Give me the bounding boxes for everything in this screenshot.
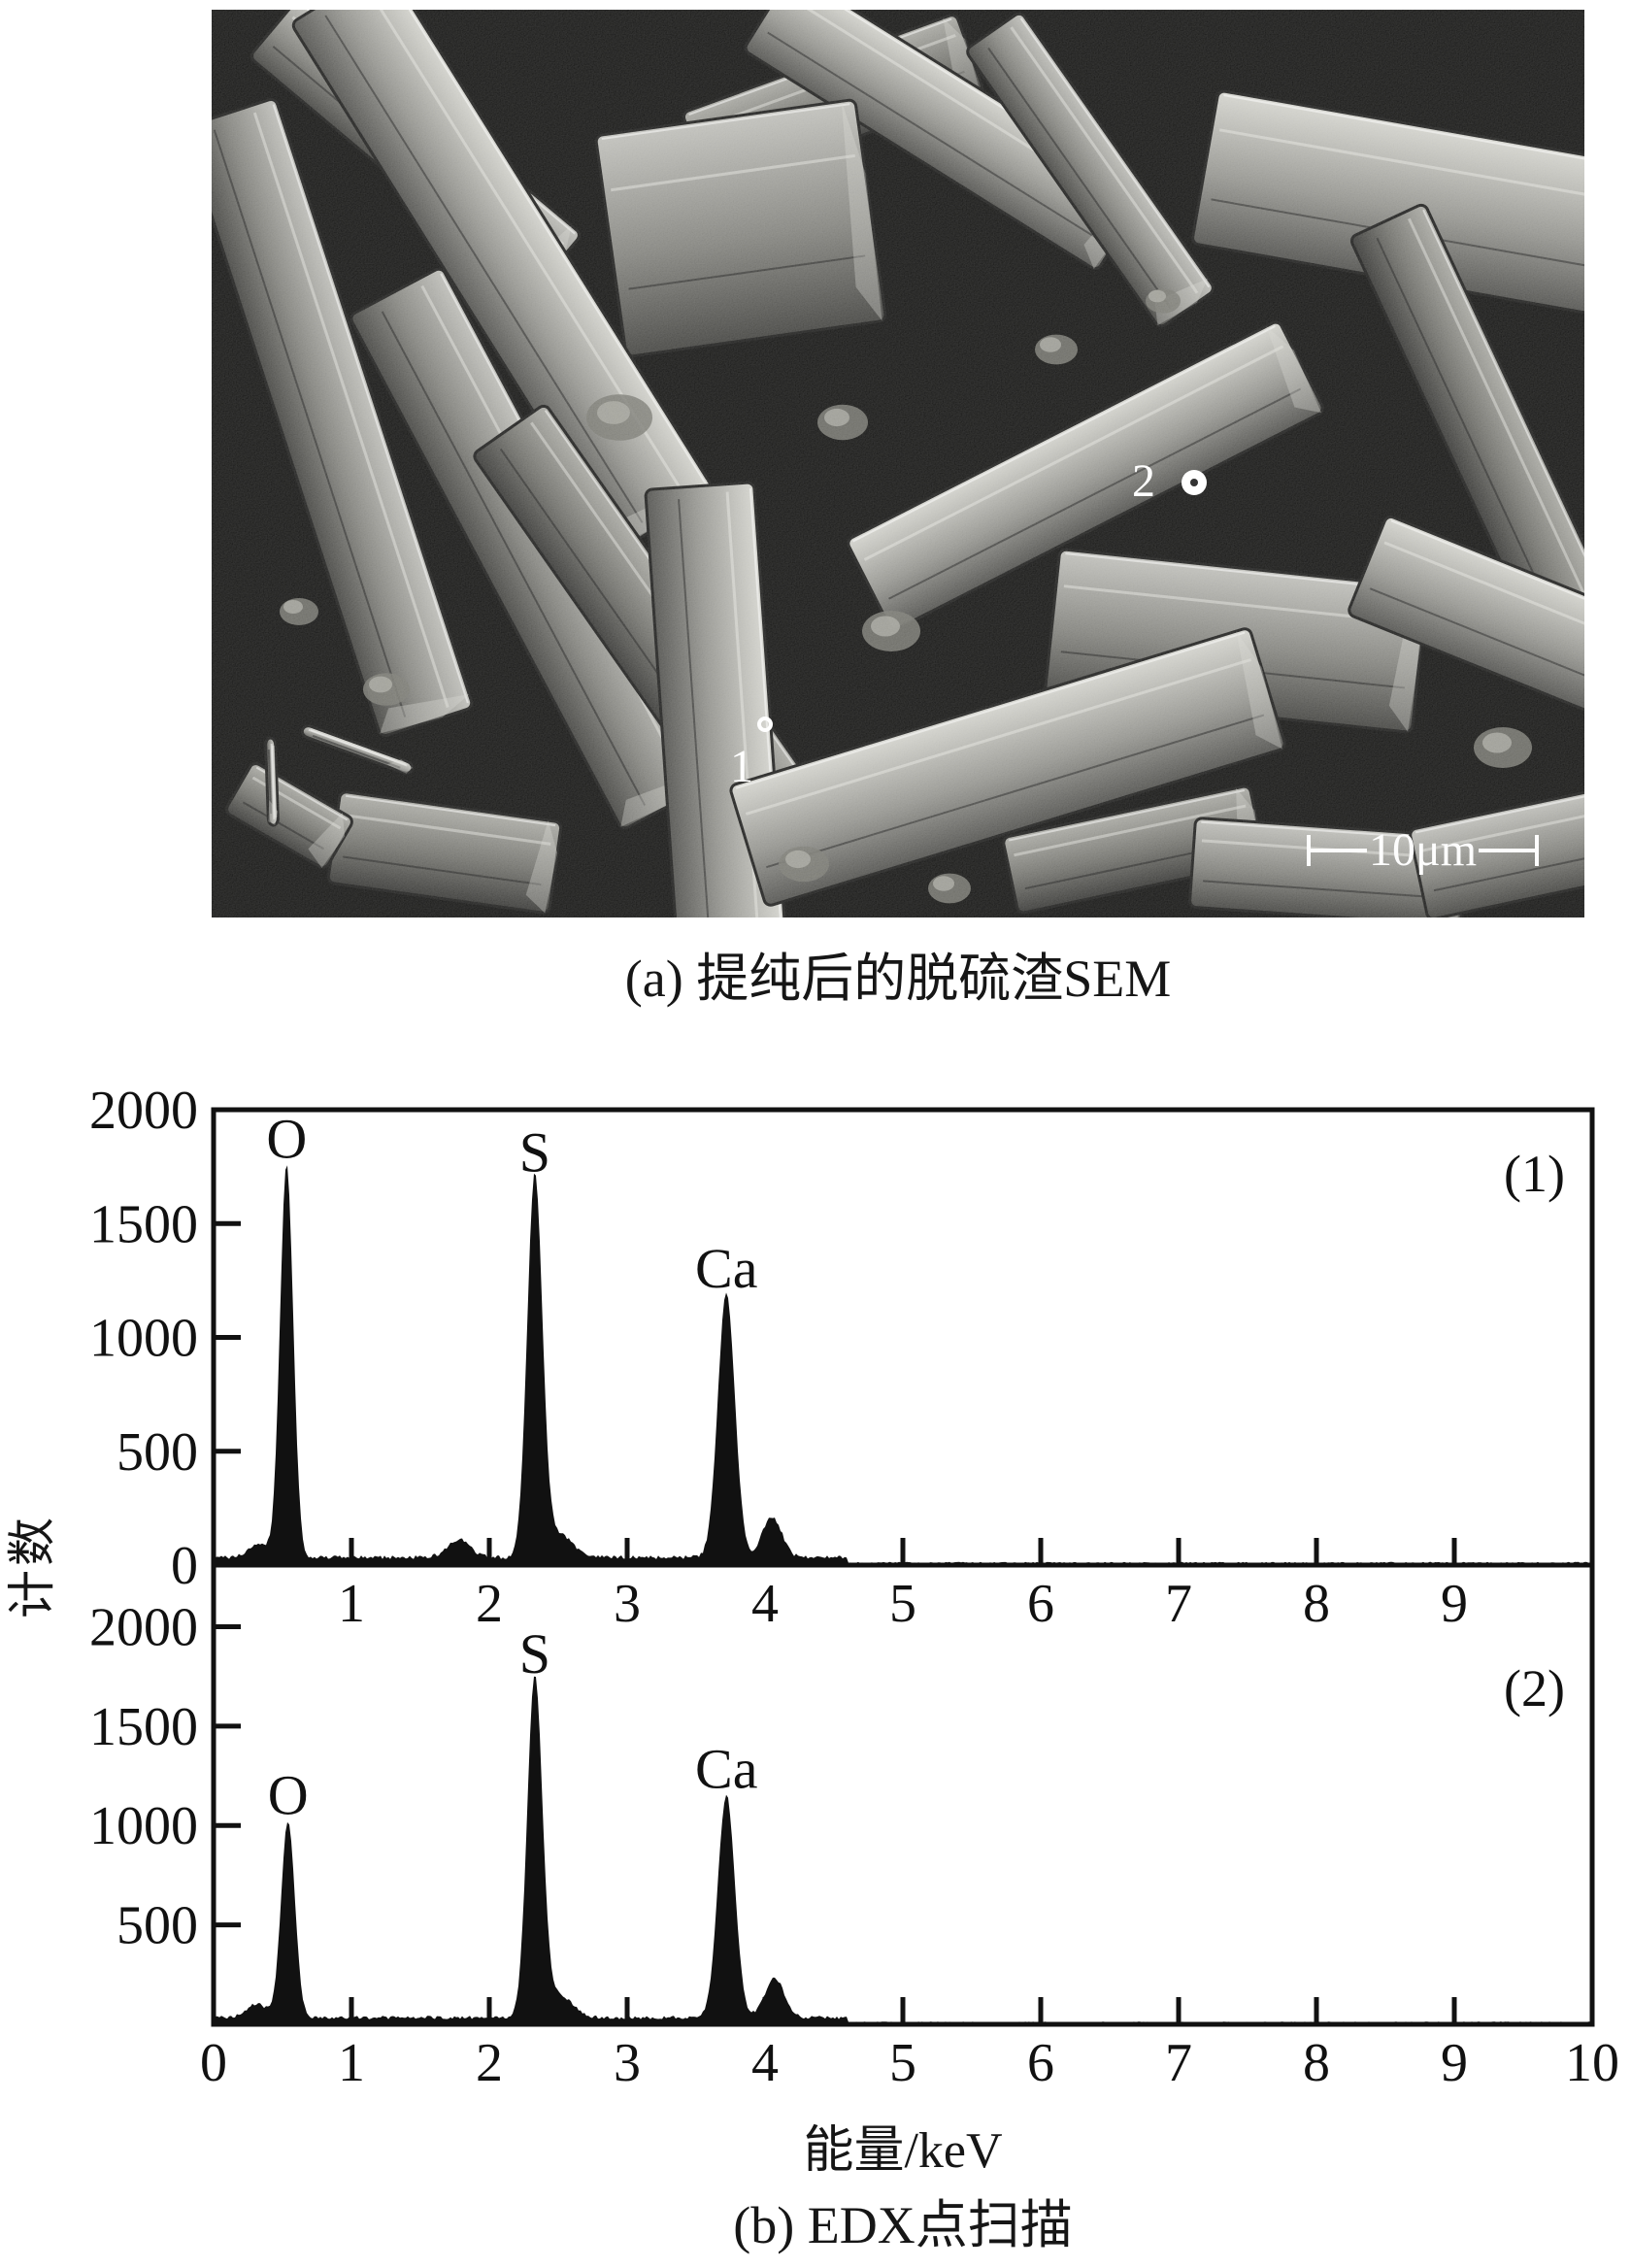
scale-bar-left-cap xyxy=(1307,835,1311,866)
peak-label-S: S xyxy=(519,1120,550,1184)
y-tick-label: 1000 xyxy=(89,1796,198,1856)
y-tick-label: 500 xyxy=(116,1422,198,1483)
x-tick-label: 3 xyxy=(614,1574,641,1634)
sem-point-2-dot xyxy=(1182,470,1207,495)
x-tick-label: 3 xyxy=(614,2033,641,2093)
sem-crystals-illustration xyxy=(212,10,1584,917)
x-tick-label: 8 xyxy=(1303,2033,1330,2093)
peak-label-Ca: Ca xyxy=(695,1237,757,1300)
x-tick-label: 8 xyxy=(1303,1574,1330,1634)
scale-bar-label: 10μm xyxy=(1369,824,1478,876)
x-tick-label: 10 xyxy=(1565,2033,1619,2093)
peak-label-S: S xyxy=(519,1622,550,1685)
y-tick-label: 500 xyxy=(116,1896,198,1956)
y-tick-label: 1500 xyxy=(89,1194,198,1254)
x-tick-label: 2 xyxy=(476,1574,503,1634)
y-tick-label: 0 xyxy=(171,1536,198,1596)
y-tick-label: 1000 xyxy=(89,1309,198,1369)
peak-label-O: O xyxy=(268,1763,309,1826)
scale-bar: 10μm xyxy=(1307,824,1540,876)
panel-label: (2) xyxy=(1504,1659,1565,1718)
x-tick-label: 9 xyxy=(1441,1574,1468,1634)
x-tick-label: 0 xyxy=(200,2033,227,2093)
caption-b: (b) EDX点扫描 xyxy=(733,2196,1073,2254)
y-tick-label: 2000 xyxy=(89,1081,198,1141)
x-tick-label: 5 xyxy=(889,2033,916,2093)
panel-box-1 xyxy=(211,1107,1595,1568)
spectrum-1 xyxy=(214,1165,1592,1565)
scale-bar-left-line xyxy=(1311,849,1367,852)
x-axis-label: 能量/keV xyxy=(803,2123,1003,2179)
x-tick-label: 6 xyxy=(1027,1574,1054,1634)
peak-label-Ca: Ca xyxy=(695,1738,757,1801)
x-tick-label: 4 xyxy=(751,1574,779,1634)
x-tick-label: 2 xyxy=(476,2033,503,2093)
x-tick-label: 5 xyxy=(889,1574,916,1634)
spectrum-2 xyxy=(214,1676,1592,2024)
x-tick-label: 9 xyxy=(1441,2033,1468,2093)
panel-label: (1) xyxy=(1504,1145,1565,1203)
y-axis-label: 计数 xyxy=(5,1514,59,1618)
x-tick-label: 4 xyxy=(751,2033,779,2093)
scale-bar-right-cap xyxy=(1535,835,1540,866)
x-tick-label: 1 xyxy=(338,2033,365,2093)
panel-box-2 xyxy=(211,1562,1595,2027)
sem-point-2-label: 2 xyxy=(1132,455,1155,507)
x-tick-label: 1 xyxy=(338,1574,365,1634)
sem-image: 1 2 10μm xyxy=(212,10,1584,917)
peak-label-O: O xyxy=(266,1107,307,1170)
x-tick-label: 7 xyxy=(1165,1574,1192,1634)
x-tick-label: 6 xyxy=(1027,2033,1054,2093)
scale-bar-right-line xyxy=(1479,849,1536,852)
sem-point-1-ring xyxy=(757,717,773,732)
x-tick-label: 7 xyxy=(1165,2033,1192,2093)
y-tick-label: 1500 xyxy=(89,1697,198,1757)
sem-point-1-label: 1 xyxy=(730,741,753,792)
y-tick-label: 2000 xyxy=(89,1597,198,1657)
caption-a: (a) 提纯后的脱硫渣SEM xyxy=(624,950,1172,1008)
